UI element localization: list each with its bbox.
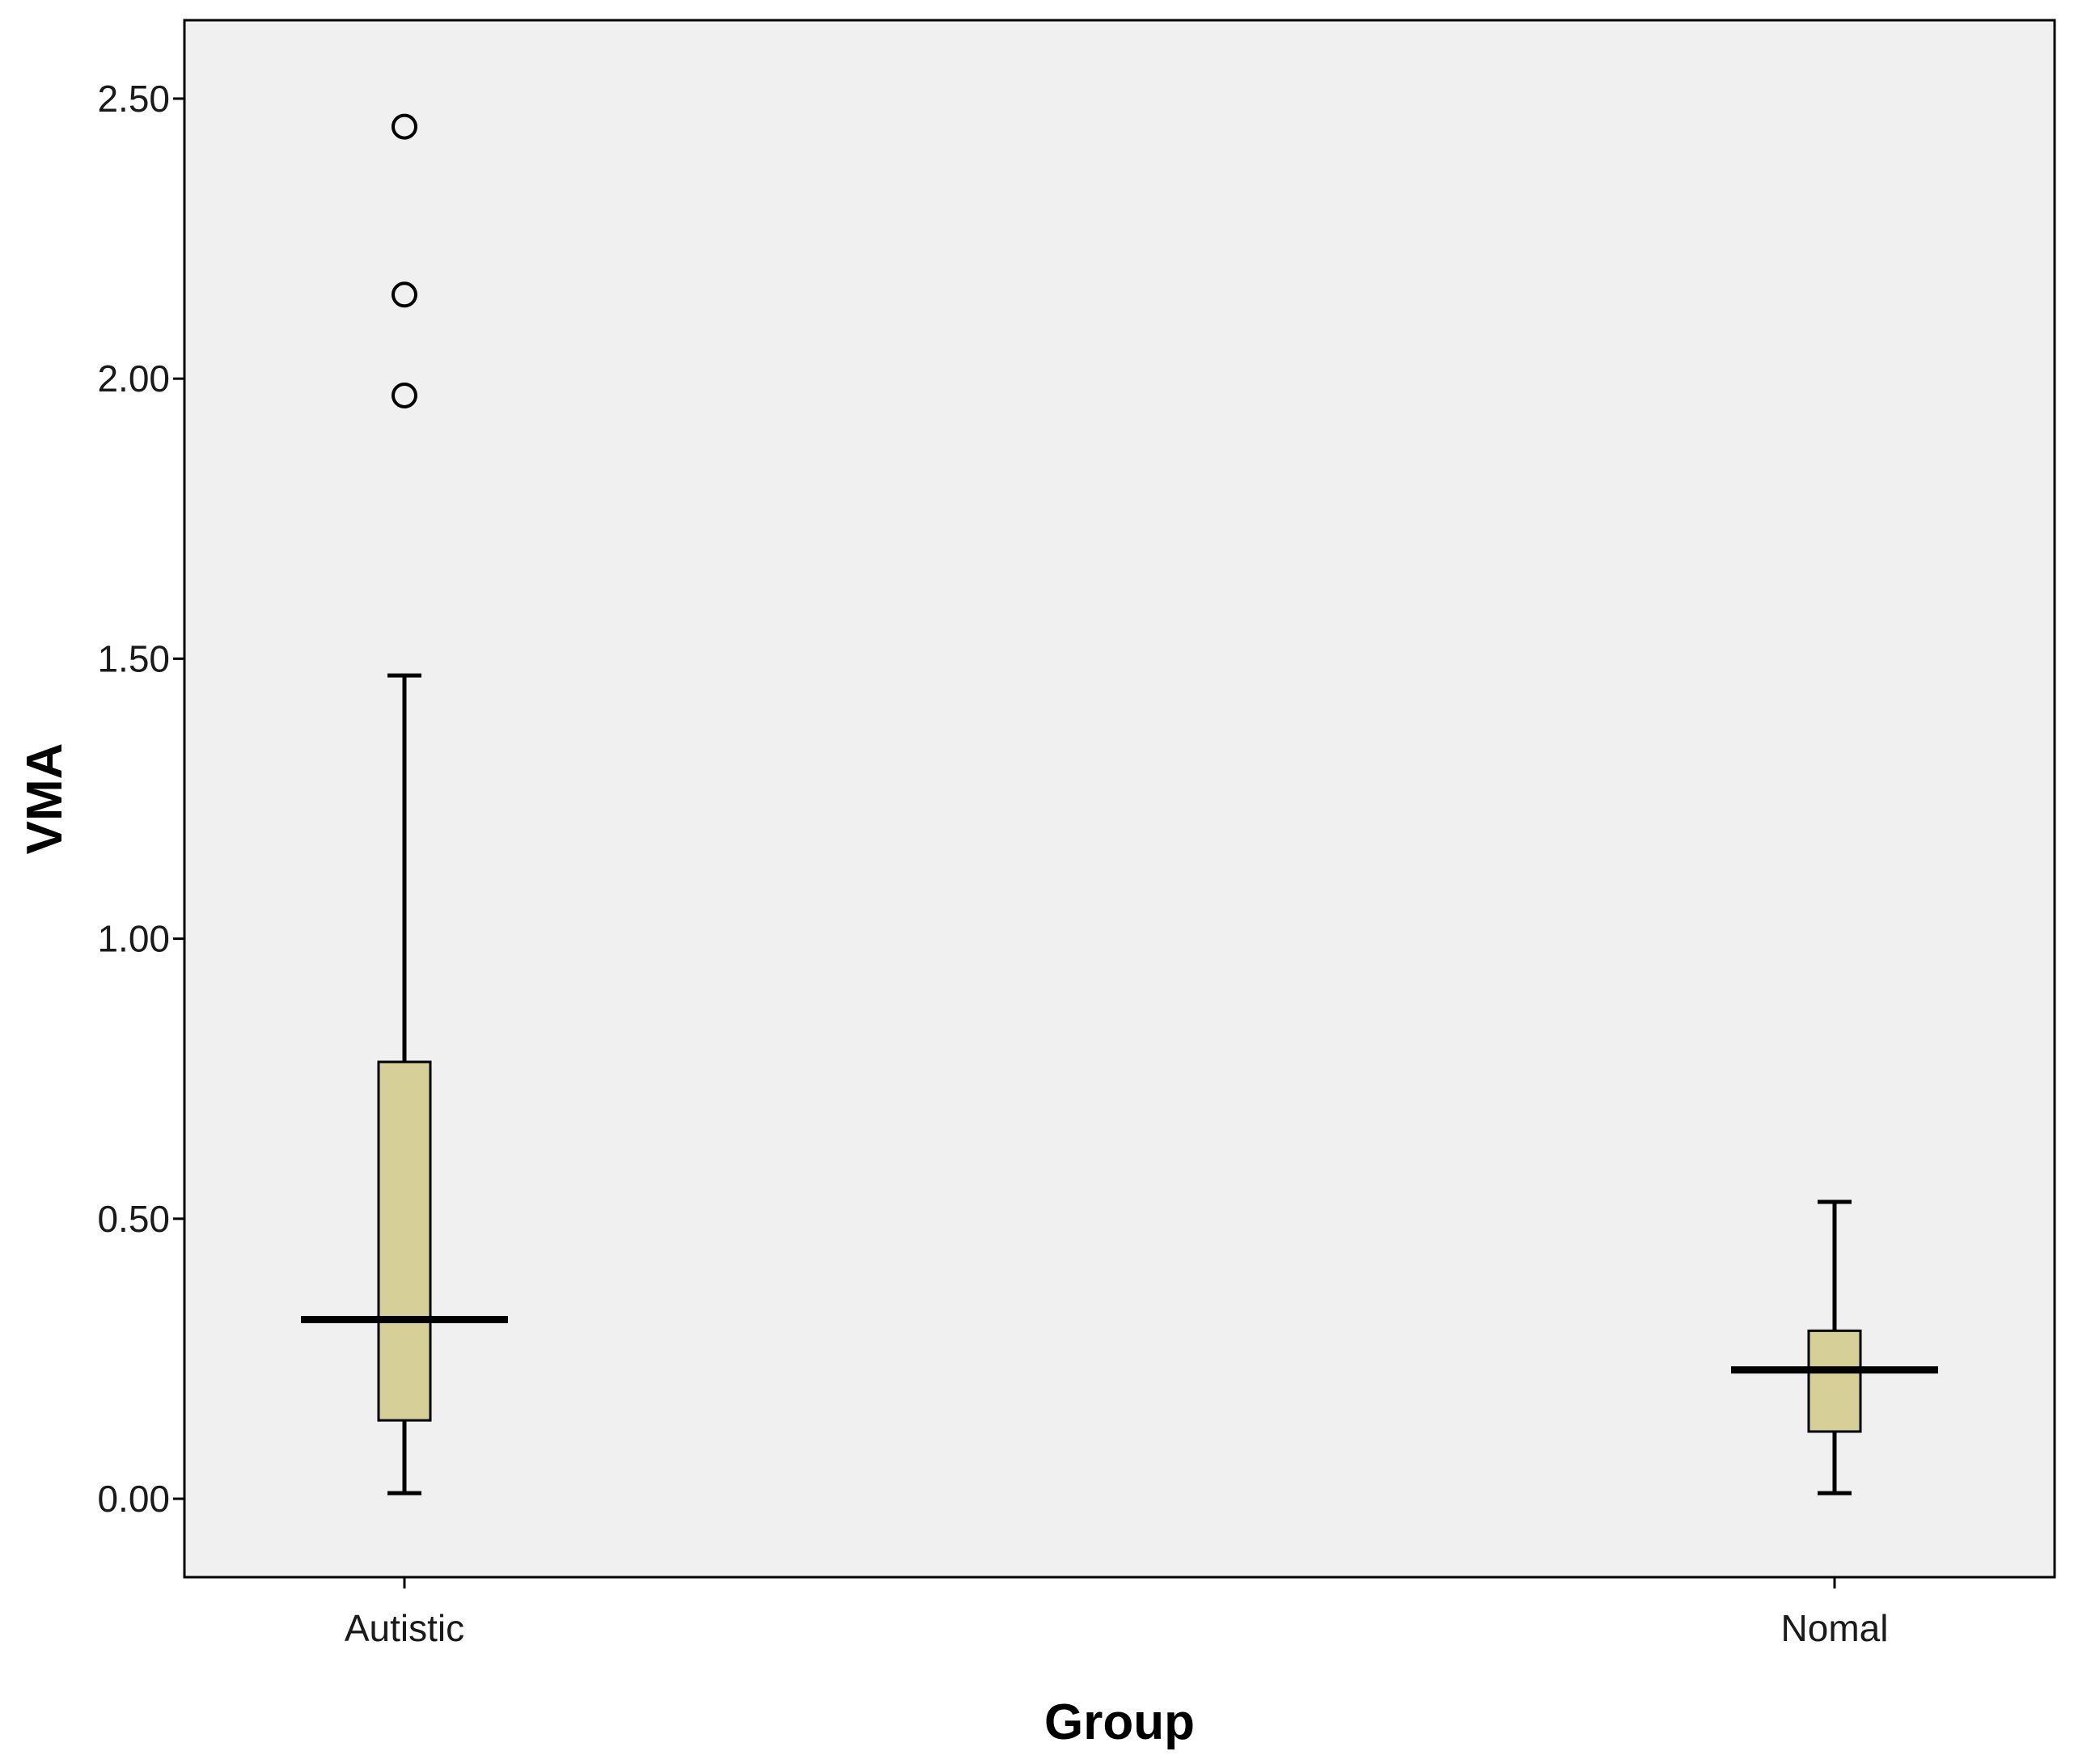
y-tick-label: 1.00 xyxy=(97,918,170,960)
outlier-point xyxy=(392,382,417,408)
box-nomal xyxy=(1731,1199,1938,1495)
x-axis-title: Group xyxy=(1044,1694,1195,1750)
plot-area xyxy=(183,19,2056,1579)
iqr-box xyxy=(377,1060,432,1422)
box-autistic xyxy=(301,113,508,1495)
y-axis-title: VMA xyxy=(17,743,73,855)
outlier-point xyxy=(392,113,417,140)
x-tick-label: Nomal xyxy=(1781,1607,1889,1649)
outlier-point xyxy=(392,281,417,308)
box-series xyxy=(301,113,1938,1495)
x-tick-label: Autistic xyxy=(345,1607,464,1649)
y-tick-label: 0.50 xyxy=(97,1198,170,1240)
y-axis: 0.00 0.50 1.00 1.50 2.00 2.50 xyxy=(97,78,184,1520)
iqr-box xyxy=(1807,1329,1862,1433)
y-tick-label: 2.50 xyxy=(97,78,170,120)
y-tick-label: 2.00 xyxy=(97,357,170,400)
x-axis: Autistic Nomal xyxy=(345,1577,1889,1649)
y-tick-label: 0.00 xyxy=(97,1478,170,1520)
y-tick-label: 1.50 xyxy=(97,637,170,679)
